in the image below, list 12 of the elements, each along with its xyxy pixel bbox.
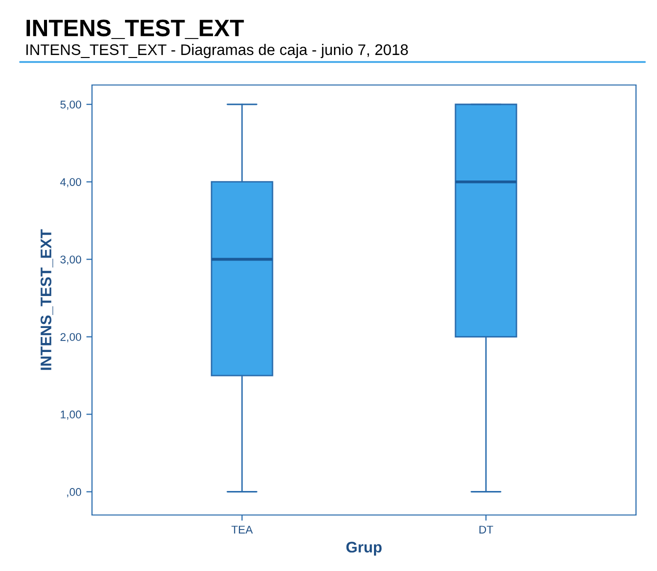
- y-axis-title: INTENS_TEST_EXT: [40, 229, 54, 370]
- x-tick-label: DT: [479, 526, 494, 534]
- y-tick-label: 4,00: [60, 178, 82, 188]
- y-tick-label: 3,00: [60, 256, 82, 265]
- x-tick-label: TEA: [231, 526, 253, 534]
- chart-subtitle: INTENS_TEST_EXT - Diagramas de caja - junio 7, 2018: [26, 44, 408, 58]
- x-axis-title: Grup: [346, 542, 382, 556]
- y-tick-label: 5,00: [60, 100, 82, 110]
- chart-title: INTENS_TEST_EXT: [26, 20, 244, 39]
- y-tick-label: ,00: [67, 488, 82, 498]
- y-tick-label: 1,00: [60, 410, 82, 420]
- y-tick-label: 2,00: [60, 333, 82, 342]
